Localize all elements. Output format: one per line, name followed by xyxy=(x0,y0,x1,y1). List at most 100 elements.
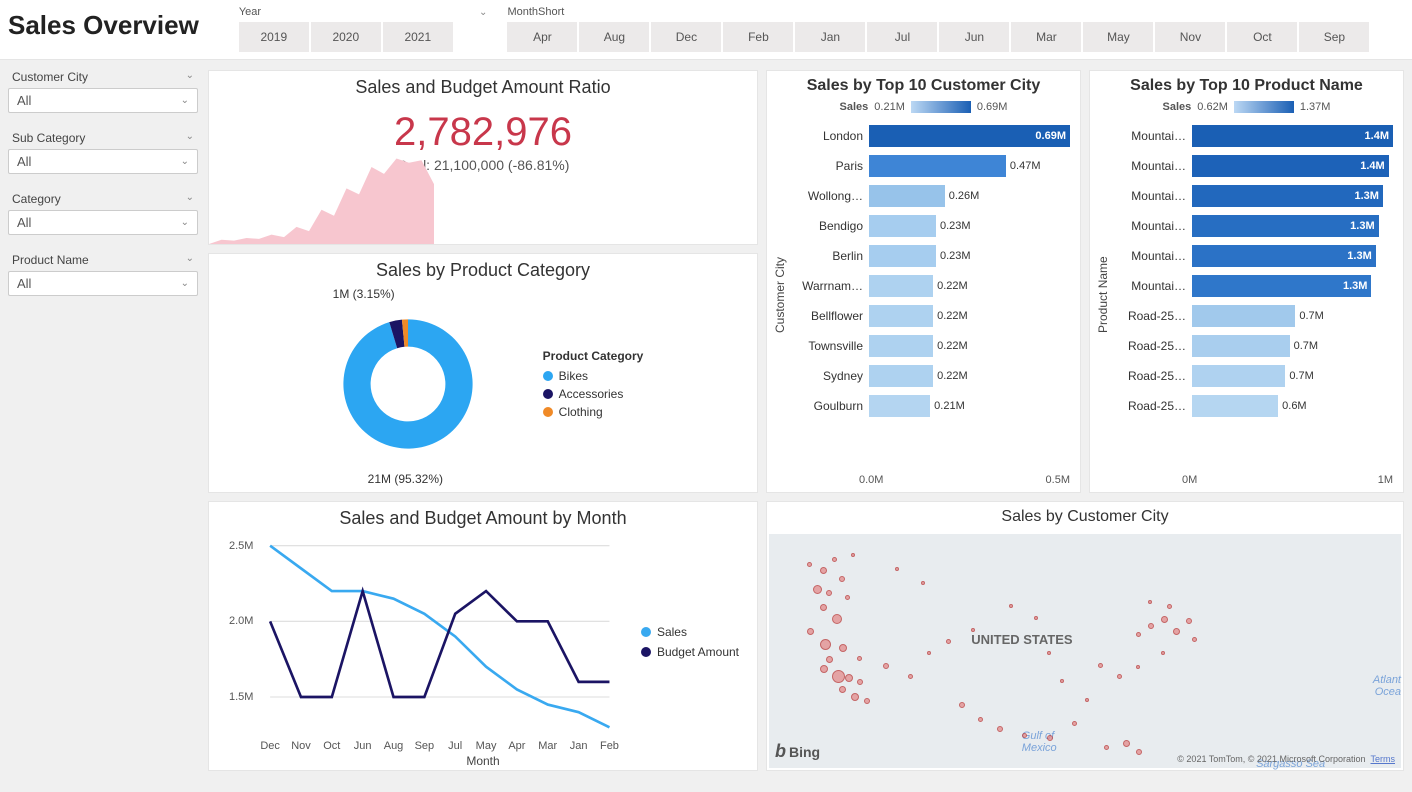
chevron-down-icon[interactable]: ⌄ xyxy=(186,192,194,206)
bar-row[interactable]: Paris 0.47M xyxy=(789,153,1070,179)
map-dot[interactable] xyxy=(927,651,931,655)
filter-dropdown[interactable]: All⌄ xyxy=(8,271,198,296)
month-option-Sep[interactable]: Sep xyxy=(1299,22,1369,52)
map-dot[interactable] xyxy=(1085,698,1089,702)
bar-row[interactable]: Goulburn 0.21M xyxy=(789,393,1070,419)
month-option-Aug[interactable]: Aug xyxy=(579,22,649,52)
map-dot[interactable] xyxy=(1022,733,1027,738)
year-option-2020[interactable]: 2020 xyxy=(311,22,381,52)
map-terms-link[interactable]: Terms xyxy=(1371,754,1396,764)
map-dot[interactable] xyxy=(921,581,925,585)
map-dot[interactable] xyxy=(908,674,913,679)
map-dot[interactable] xyxy=(845,674,853,682)
map[interactable]: UNITED STATES Gulf ofMexico AtlantOcea S… xyxy=(769,534,1401,768)
bar-row[interactable]: Road-25… 0.6M xyxy=(1112,393,1393,419)
map-dot[interactable] xyxy=(883,663,889,669)
bar-row[interactable]: Mountai… 1.3M xyxy=(1112,243,1393,269)
map-dot[interactable] xyxy=(1161,616,1168,623)
bar-row[interactable]: Sydney 0.22M xyxy=(789,363,1070,389)
month-option-Apr[interactable]: Apr xyxy=(507,22,577,52)
map-dot[interactable] xyxy=(851,553,855,557)
map-dot[interactable] xyxy=(1104,745,1109,750)
map-dot[interactable] xyxy=(1192,637,1197,642)
map-dot[interactable] xyxy=(807,628,814,635)
map-dot[interactable] xyxy=(1047,651,1051,655)
month-option-Nov[interactable]: Nov xyxy=(1155,22,1225,52)
map-dot[interactable] xyxy=(1167,604,1172,609)
chevron-down-icon[interactable]: ⌄ xyxy=(479,7,487,18)
bar-row[interactable]: Townsville 0.22M xyxy=(789,333,1070,359)
month-option-May[interactable]: May xyxy=(1083,22,1153,52)
map-dot[interactable] xyxy=(1123,740,1130,747)
map-dot[interactable] xyxy=(839,686,846,693)
map-dot[interactable] xyxy=(997,726,1003,732)
map-dot[interactable] xyxy=(857,656,862,661)
bar-row[interactable]: Wollong… 0.26M xyxy=(789,183,1070,209)
month-option-Jan[interactable]: Jan xyxy=(795,22,865,52)
bar-row[interactable]: Warrnam… 0.22M xyxy=(789,273,1070,299)
chevron-down-icon[interactable]: ⌄ xyxy=(186,70,194,84)
map-dot[interactable] xyxy=(1148,600,1152,604)
map-dot[interactable] xyxy=(845,595,850,600)
map-dot[interactable] xyxy=(1009,604,1013,608)
bar-row[interactable]: Road-25… 0.7M xyxy=(1112,333,1393,359)
bar-row[interactable]: London 0.69M xyxy=(789,123,1070,149)
map-dot[interactable] xyxy=(857,679,863,685)
map-dot[interactable] xyxy=(1148,623,1154,629)
map-dot[interactable] xyxy=(826,656,833,663)
map-dot[interactable] xyxy=(832,670,845,683)
bar-row[interactable]: Mountai… 1.4M xyxy=(1112,153,1393,179)
map-dot[interactable] xyxy=(820,665,828,673)
map-dot[interactable] xyxy=(813,585,822,594)
legend-item[interactable]: Bikes xyxy=(543,369,644,383)
map-dot[interactable] xyxy=(946,639,951,644)
month-option-Mar[interactable]: Mar xyxy=(1011,22,1081,52)
map-dot[interactable] xyxy=(807,562,812,567)
bar-row[interactable]: Mountai… 1.4M xyxy=(1112,123,1393,149)
map-dot[interactable] xyxy=(820,604,827,611)
bar-row[interactable]: Bellflower 0.22M xyxy=(789,303,1070,329)
legend-item[interactable]: Accessories xyxy=(543,387,644,401)
bar-row[interactable]: Mountai… 1.3M xyxy=(1112,183,1393,209)
legend-item[interactable]: Clothing xyxy=(543,405,644,419)
map-dot[interactable] xyxy=(1117,674,1122,679)
bar-row[interactable]: Mountai… 1.3M xyxy=(1112,273,1393,299)
legend-item[interactable]: Sales xyxy=(641,625,739,639)
map-dot[interactable] xyxy=(832,614,842,624)
bar-row[interactable]: Mountai… 1.3M xyxy=(1112,213,1393,239)
map-dot[interactable] xyxy=(1161,651,1165,655)
map-dot[interactable] xyxy=(1034,616,1038,620)
map-dot[interactable] xyxy=(839,576,845,582)
map-dot[interactable] xyxy=(839,644,847,652)
filter-dropdown[interactable]: All⌄ xyxy=(8,210,198,235)
map-dot[interactable] xyxy=(1173,628,1180,635)
chevron-down-icon[interactable]: ⌄ xyxy=(186,253,194,267)
map-dot[interactable] xyxy=(1136,749,1142,755)
bar-row[interactable]: Berlin 0.23M xyxy=(789,243,1070,269)
map-dot[interactable] xyxy=(1186,618,1192,624)
map-dot[interactable] xyxy=(895,567,899,571)
month-option-Oct[interactable]: Oct xyxy=(1227,22,1297,52)
map-dot[interactable] xyxy=(1136,665,1140,669)
month-option-Jun[interactable]: Jun xyxy=(939,22,1009,52)
map-dot[interactable] xyxy=(959,702,965,708)
bar-row[interactable]: Road-25… 0.7M xyxy=(1112,303,1393,329)
map-dot[interactable] xyxy=(971,628,975,632)
donut-chart[interactable] xyxy=(323,299,493,469)
filter-dropdown[interactable]: All⌄ xyxy=(8,149,198,174)
bar-row[interactable]: Bendigo 0.23M xyxy=(789,213,1070,239)
map-dot[interactable] xyxy=(851,693,859,701)
month-option-Feb[interactable]: Feb xyxy=(723,22,793,52)
chevron-down-icon[interactable]: ⌄ xyxy=(186,131,194,145)
year-option-2019[interactable]: 2019 xyxy=(239,22,309,52)
map-dot[interactable] xyxy=(1136,632,1141,637)
legend-item[interactable]: Budget Amount xyxy=(641,645,739,659)
map-dot[interactable] xyxy=(1098,663,1103,668)
bar-row[interactable]: Road-25… 0.7M xyxy=(1112,363,1393,389)
map-dot[interactable] xyxy=(1060,679,1064,683)
year-option-2021[interactable]: 2021 xyxy=(383,22,453,52)
filter-dropdown[interactable]: All⌄ xyxy=(8,88,198,113)
map-dot[interactable] xyxy=(832,557,837,562)
month-option-Jul[interactable]: Jul xyxy=(867,22,937,52)
map-dot[interactable] xyxy=(864,698,870,704)
